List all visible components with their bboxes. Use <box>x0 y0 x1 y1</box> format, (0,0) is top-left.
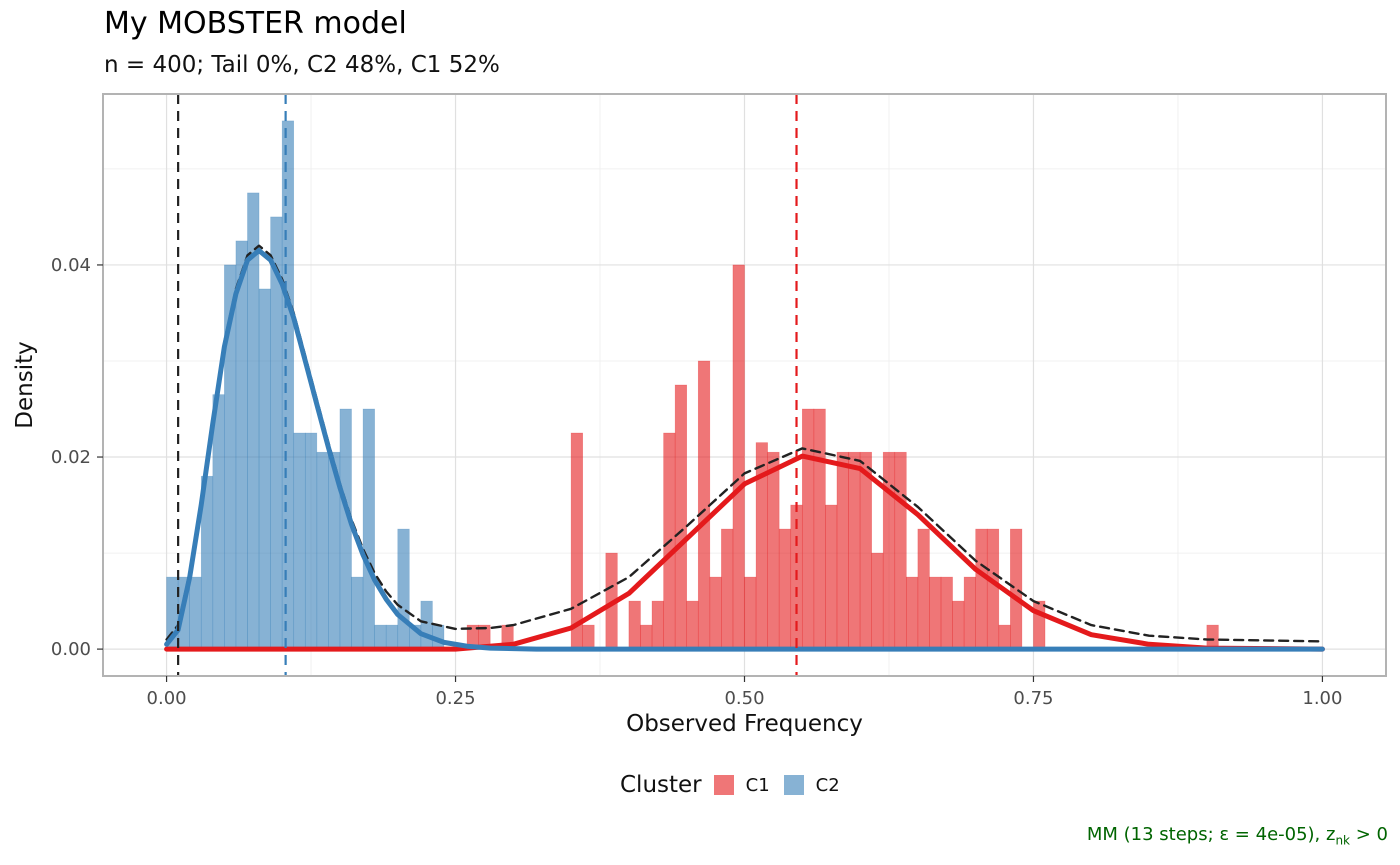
histogram-bar-c2 <box>258 288 271 650</box>
histogram-bar-c2 <box>420 600 433 650</box>
histogram-bar-c1 <box>859 451 872 650</box>
histogram-bar-c1 <box>640 624 653 650</box>
histogram-bar-c1 <box>1206 624 1219 650</box>
y-tick-label: 0.00 <box>51 639 91 660</box>
histogram-bar-c2 <box>362 408 375 650</box>
histogram-bar-c1 <box>940 576 953 650</box>
histogram-bar-c1 <box>986 528 1000 650</box>
legend-key-c2 <box>783 775 804 795</box>
legend-key-c1 <box>713 775 734 795</box>
histogram-bar-c1 <box>963 576 976 650</box>
y-axis-label: Density <box>12 341 38 428</box>
histogram-bar-c1 <box>721 528 734 650</box>
histogram-bar-c2 <box>293 432 306 650</box>
histogram-bar-c2 <box>351 576 364 650</box>
histogram-bar-c1 <box>894 451 907 650</box>
histogram-bar-c2 <box>212 394 225 650</box>
histogram-bar-c1 <box>1010 528 1023 650</box>
x-tick-label: 0.25 <box>435 688 475 709</box>
caption-tail: > 0 <box>1350 824 1388 845</box>
histogram-bar-c2 <box>339 408 352 650</box>
x-tick-label: 1.00 <box>1302 688 1342 709</box>
histogram-bars <box>166 120 1219 650</box>
histogram-bar-c1 <box>570 432 583 650</box>
caption: MM (13 steps; ε = 4e-05), znk > 0 <box>1087 824 1388 848</box>
histogram-bar-c1 <box>628 600 641 650</box>
histogram-bar-c1 <box>697 360 711 650</box>
chart-title: My MOBSTER model <box>104 6 407 41</box>
legend-label-c2: C2 <box>815 774 840 796</box>
histogram-bar-c2 <box>397 528 410 650</box>
density-curve-c1 <box>164 453 1325 652</box>
histogram-bar-c1 <box>917 528 930 650</box>
histogram-bar-c1 <box>952 600 965 650</box>
axes: 0.00 0.25 0.50 0.75 1.00 0.00 0.02 0.04 <box>51 255 1343 709</box>
histogram-bar-c1 <box>848 451 861 650</box>
histogram-bar-c1 <box>825 504 838 650</box>
caption-main: MM (13 steps; ε = 4e-05), z <box>1086 824 1336 845</box>
histogram-bar-c1 <box>975 528 988 650</box>
histogram-bar-c1 <box>998 624 1011 650</box>
histogram-bar-c1 <box>871 552 884 650</box>
histogram-bar-c1 <box>709 576 722 650</box>
y-tick-label: 0.02 <box>51 447 91 468</box>
histogram-bar-c2 <box>374 624 387 650</box>
legend-item-c1: C1 <box>713 774 770 796</box>
histogram-bar-c1 <box>836 451 849 650</box>
legend-title: Cluster <box>620 772 702 798</box>
x-axis-label: Observed Frequency <box>626 711 863 737</box>
histogram-bar-c1 <box>801 408 815 650</box>
histogram-bar-c1 <box>778 528 792 650</box>
histogram-bar-c1 <box>686 600 699 650</box>
legend-item-c2: C2 <box>783 774 840 796</box>
histogram-bar-c1 <box>767 451 780 650</box>
histogram-bar-c2 <box>281 120 295 650</box>
histogram-bar-c1 <box>929 576 942 650</box>
histogram-bar-c2 <box>189 576 202 650</box>
histogram-bar-c1 <box>651 600 664 650</box>
histogram-bar-c2 <box>235 240 248 650</box>
histogram-bar-c2 <box>316 451 329 650</box>
histogram-bar-c2 <box>385 624 399 650</box>
chart-subtitle: n = 400; Tail 0%, C2 48%, C1 52% <box>104 52 500 78</box>
histogram-bar-c1 <box>906 576 919 650</box>
histogram-bar-c1 <box>674 384 688 650</box>
histogram-bar-c2 <box>304 432 318 650</box>
histogram-bar-c1 <box>732 264 745 650</box>
density-curve-c2 <box>164 248 1325 652</box>
caption-subscript: nk <box>1335 833 1351 848</box>
histogram-bar-c1 <box>744 576 757 650</box>
x-tick-label: 0.50 <box>724 688 764 709</box>
reference-lines <box>177 94 798 676</box>
histogram-bar-c1 <box>813 408 826 650</box>
legend-label-c1: C1 <box>745 774 770 796</box>
histogram-bar-c1 <box>1033 600 1046 650</box>
histogram-bar-c1 <box>582 624 595 650</box>
legend: Cluster C1 C2 <box>620 772 854 798</box>
x-tick-label: 0.75 <box>1013 688 1053 709</box>
density-curves <box>164 244 1325 652</box>
x-tick-label: 0.00 <box>147 688 187 709</box>
y-tick-label: 0.04 <box>51 255 91 276</box>
